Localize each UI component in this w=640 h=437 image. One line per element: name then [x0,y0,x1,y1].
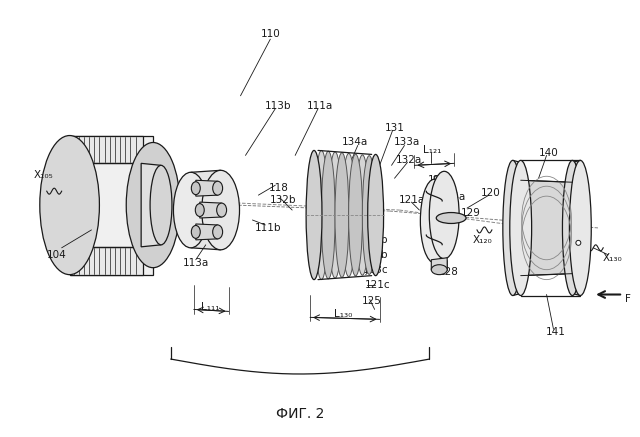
Polygon shape [141,163,161,247]
Ellipse shape [202,170,239,250]
Text: L₁₃₀: L₁₃₀ [333,309,352,319]
Text: 130: 130 [337,190,356,200]
Ellipse shape [576,240,581,245]
Ellipse shape [431,265,447,274]
Polygon shape [196,180,218,196]
Text: 110: 110 [260,29,280,39]
Text: 123a: 123a [428,175,454,185]
Ellipse shape [342,153,356,277]
Text: 124b: 124b [362,235,388,245]
Text: X₁₃₀: X₁₃₀ [602,253,622,263]
Ellipse shape [570,160,591,295]
Ellipse shape [429,171,459,259]
Ellipse shape [328,152,342,278]
Text: 111a: 111a [307,101,333,111]
Text: 140: 140 [539,149,559,159]
Text: 129: 129 [461,208,481,218]
Ellipse shape [314,150,328,280]
Text: F: F [625,295,631,305]
Text: L₁₁₁: L₁₁₁ [202,302,220,312]
Ellipse shape [191,182,200,194]
Ellipse shape [349,154,362,276]
Text: 113b: 113b [265,101,291,111]
Ellipse shape [368,154,383,276]
Text: 118: 118 [268,183,288,193]
Ellipse shape [436,212,466,223]
Polygon shape [70,135,143,163]
Text: ФИГ. 2: ФИГ. 2 [276,407,324,421]
Text: 128: 128 [439,267,459,277]
Text: 121a: 121a [399,195,426,205]
Ellipse shape [217,203,227,217]
Polygon shape [572,160,580,295]
Polygon shape [200,202,221,218]
Text: 132b: 132b [270,195,296,205]
Ellipse shape [563,160,582,295]
Ellipse shape [321,151,335,279]
Ellipse shape [510,160,532,295]
Polygon shape [70,247,143,274]
Text: 104: 104 [47,250,67,260]
Polygon shape [196,224,218,240]
Ellipse shape [306,150,322,280]
Ellipse shape [191,225,200,238]
Text: 124a: 124a [440,192,467,202]
Ellipse shape [335,153,349,277]
Ellipse shape [40,135,99,274]
Text: 120: 120 [481,188,500,198]
Polygon shape [513,160,521,295]
Text: 134a: 134a [342,138,368,147]
Polygon shape [521,180,572,276]
Ellipse shape [126,142,180,268]
Text: X₁₂₀: X₁₂₀ [473,235,493,245]
Text: 131: 131 [385,123,404,132]
Text: 133a: 133a [394,138,420,147]
Ellipse shape [362,156,376,274]
Polygon shape [70,135,153,274]
Ellipse shape [150,165,172,245]
Text: 111b: 111b [255,223,282,233]
Text: 121c: 121c [365,280,390,290]
Text: X₁₀₅: X₁₀₅ [34,170,54,180]
Ellipse shape [503,160,523,295]
Text: L₁₂₁: L₁₂₁ [423,146,442,156]
Polygon shape [435,174,444,262]
Text: 125: 125 [362,296,381,306]
Ellipse shape [173,172,208,248]
Text: 113a: 113a [182,258,209,268]
Polygon shape [431,258,447,270]
Text: 123c: 123c [363,265,388,275]
Polygon shape [191,170,221,250]
Ellipse shape [355,155,369,275]
Ellipse shape [195,204,204,216]
Text: 141: 141 [545,327,565,337]
Ellipse shape [420,179,448,263]
Text: 132a: 132a [396,156,422,165]
Ellipse shape [212,181,223,195]
Text: 123b: 123b [362,250,388,260]
Ellipse shape [212,225,223,239]
